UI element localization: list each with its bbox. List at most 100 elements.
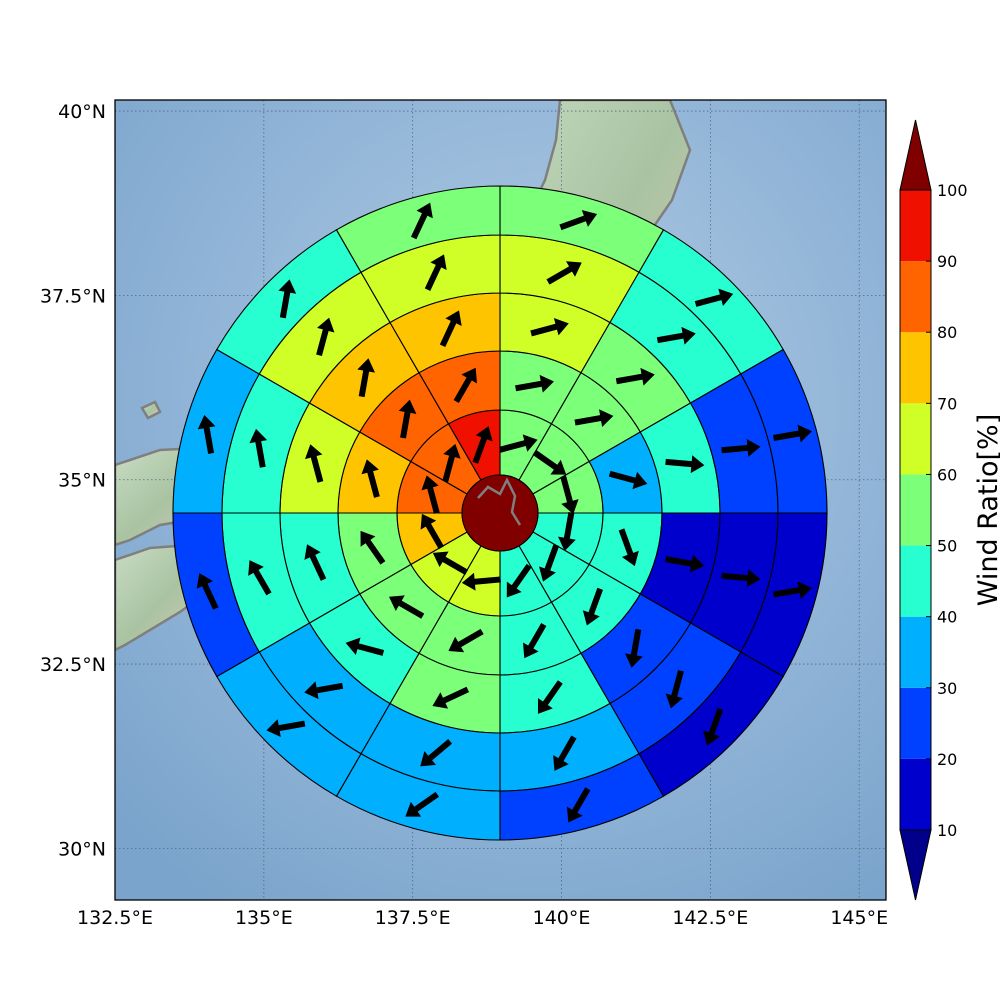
wind-arrow — [532, 449, 567, 475]
wind-arrow — [721, 438, 761, 457]
wind-arrow — [278, 279, 297, 319]
wind-arrow — [453, 367, 478, 403]
x-tick-label: 140°E — [533, 907, 591, 929]
colorbar-tick-label: 30 — [937, 679, 957, 698]
wind-arrow — [424, 254, 447, 291]
wind-arrow — [249, 428, 268, 468]
wind-arrow — [703, 708, 724, 746]
wind-arrow — [420, 739, 453, 767]
x-tick-label: 142.5°E — [672, 907, 748, 929]
wind-arrow — [405, 791, 439, 817]
wind-arrow — [316, 317, 335, 357]
wind-arrow — [345, 637, 385, 656]
colorbar-tick-label: 50 — [937, 537, 957, 556]
wind-arrow — [546, 261, 582, 285]
wind-arrow — [248, 560, 272, 596]
wind-ratio-sectors — [172, 185, 828, 841]
wind-arrow — [499, 434, 538, 453]
wind-arrow — [442, 443, 461, 483]
wind-arrow — [530, 318, 569, 337]
colorbar-tick-label: 70 — [937, 394, 957, 413]
y-tick-label: 32.5°N — [40, 654, 106, 676]
wind-arrow — [360, 530, 386, 565]
wind-arrow — [506, 563, 532, 598]
x-tick-label: 132.5°E — [77, 907, 153, 929]
y-axis-ticks: 30°N 32.5°N 35°N 37.5°N 40°N — [40, 101, 106, 860]
wind-arrow — [772, 581, 812, 599]
wind-arrow — [196, 573, 219, 610]
colorbar-frame — [899, 189, 932, 831]
y-tick-label: 35°N — [58, 470, 106, 492]
wind-arrow — [305, 444, 324, 483]
wind-arrow — [398, 399, 417, 439]
wind-arrow — [537, 680, 563, 714]
colorbar-swatch — [900, 403, 931, 475]
wind-arrow — [618, 528, 639, 567]
colorbar-tick-label: 60 — [937, 465, 957, 484]
wind-arrow — [472, 426, 493, 464]
x-axis-ticks: 132.5°E 135°E 137.5°E 140°E 142.5°E 145°E — [77, 907, 888, 929]
colorbar-under-extension — [899, 829, 932, 901]
wind-arrow — [388, 595, 425, 619]
wind-arrow — [357, 358, 376, 398]
colorbar-over-extension — [899, 119, 932, 191]
y-tick-label: 40°N — [58, 101, 106, 123]
map-area — [114, 99, 887, 901]
wind-arrow — [432, 551, 469, 575]
wind-arrow — [772, 424, 812, 443]
y-tick-label: 37.5°N — [40, 285, 106, 307]
colorbar-tick-label: 40 — [937, 608, 957, 627]
wind-arrow — [694, 288, 734, 307]
wind-arrow — [624, 628, 643, 668]
wind-arrow — [361, 459, 380, 498]
colorbar-swatch — [900, 758, 931, 830]
x-tick-label: 135°E — [235, 907, 293, 929]
wind-arrow — [515, 374, 554, 393]
wind-arrow — [420, 513, 445, 550]
wind-arrow — [582, 587, 604, 626]
wind-arrow — [665, 669, 684, 709]
colorbar: 10 20 30 40 50 60 70 80 90 100 — [899, 119, 968, 901]
center-disk — [461, 474, 539, 552]
wind-arrow — [432, 686, 470, 709]
colorbar-swatch — [900, 261, 931, 333]
colorbar-tick-label: 10 — [937, 821, 957, 840]
colorbar-swatch — [900, 474, 931, 546]
map-frame — [114, 99, 887, 901]
wind-arrow — [448, 628, 484, 653]
x-tick-label: 137.5°E — [375, 907, 451, 929]
colorbar-swatch — [900, 545, 931, 617]
colorbar-swatch — [900, 687, 931, 759]
wind-direction-arrows — [196, 202, 812, 823]
wind-arrow — [721, 569, 761, 588]
wind-arrow — [665, 455, 705, 474]
colorbar-tick-label: 100 — [937, 181, 968, 200]
wind-arrow — [410, 202, 433, 240]
wind-arrow — [538, 543, 560, 582]
land-island-oki — [140, 400, 162, 420]
colorbar-tick-label: 90 — [937, 252, 957, 271]
colorbar-label: Wind Ratio[%] — [973, 414, 1000, 606]
colorbar-tick-label: 20 — [937, 750, 957, 769]
colorbar-swatch — [900, 190, 931, 262]
wind-arrow — [615, 367, 655, 386]
colorbar-swatch — [900, 616, 931, 688]
wind-arrow — [558, 512, 576, 551]
wind-arrow — [553, 735, 577, 771]
wind-arrow — [439, 310, 462, 347]
wind-arrow — [304, 681, 344, 700]
wind-arrow — [566, 787, 591, 823]
colorbar-tick-label: 80 — [937, 323, 957, 342]
y-tick-label: 30°N — [58, 838, 106, 860]
wind-arrow — [665, 554, 705, 573]
wind-arrow — [461, 572, 501, 591]
wind-arrow — [559, 209, 598, 231]
wind-arrow — [574, 409, 614, 427]
colorbar-swatch — [900, 332, 931, 404]
wind-arrow — [197, 415, 216, 454]
x-tick-label: 145°E — [830, 907, 888, 929]
wind-arrow — [560, 475, 579, 515]
center-coastline — [477, 477, 522, 526]
wind-arrow — [656, 326, 696, 345]
